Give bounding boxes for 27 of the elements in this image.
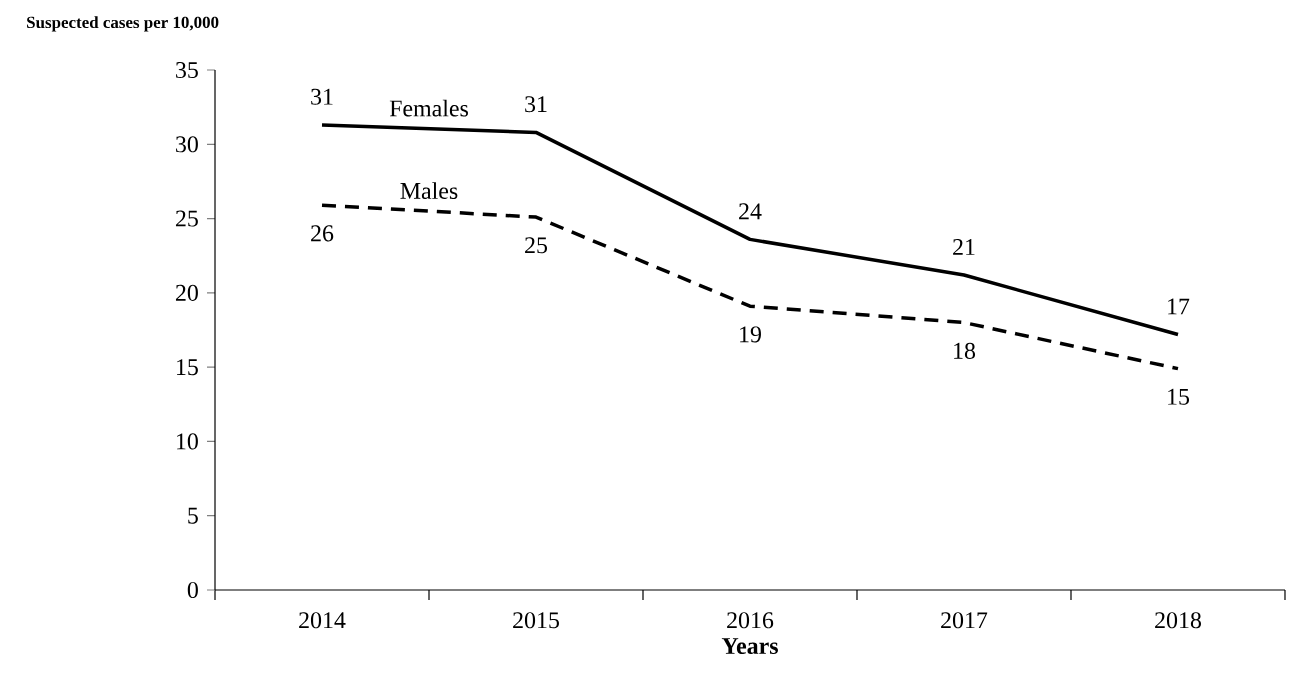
data-label: 31 [525,96,547,113]
data-label: 18 [954,342,976,359]
series-label: Females [389,99,468,117]
data-label: 26 [311,225,334,242]
y-tick-label: 10 [177,433,198,450]
data-label: 21 [953,239,975,255]
data-label: 24 [739,203,762,220]
x-tick-label: 2016 [727,612,774,629]
y-tick-label: 20 [175,284,198,301]
y-tick-label: 35 [176,61,198,79]
y-tick-label: 0 [187,581,198,599]
series-label: Males [400,182,458,199]
data-label: 15 [1168,388,1190,405]
data-label: 17 [1168,298,1190,315]
y-tick-label: 5 [188,507,198,524]
y-tick-label: 30 [176,136,198,153]
x-tick-label: 2014 [299,612,346,629]
y-axis-title: Suspected cases per 10,000 [27,16,219,32]
data-label: 19 [740,326,761,343]
data-label: 31 [311,88,333,105]
x-tick-label: 2018 [1155,612,1201,629]
y-tick-label: 15 [177,359,198,376]
x-tick-label: 2017 [941,612,988,629]
x-tick-label: 2015 [513,612,559,629]
data-label: 25 [525,237,548,254]
y-tick-label: 25 [175,210,198,227]
x-axis-title: Years [721,638,778,655]
